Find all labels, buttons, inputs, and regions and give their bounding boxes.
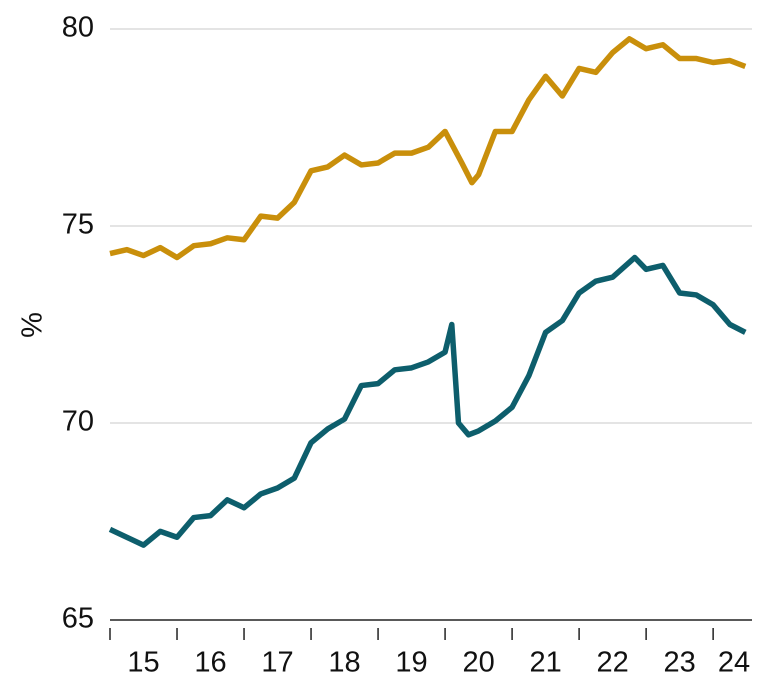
y-tick-label: 75 [62, 209, 94, 241]
x-tick-label: 19 [395, 647, 427, 678]
x-tick-label: 16 [194, 647, 226, 678]
x-tick-label: 24 [718, 647, 750, 678]
x-tick-label: 17 [261, 647, 293, 678]
x-tick-label: 15 [127, 647, 159, 678]
y-tick-label: 65 [62, 603, 94, 635]
x-tick-label: 23 [663, 647, 695, 678]
series-line [108, 254, 747, 548]
x-tick-label: 20 [462, 647, 494, 678]
y-tick-label: 80 [62, 12, 94, 44]
series-line [109, 36, 747, 261]
x-tick-label: 21 [529, 647, 561, 678]
y-tick-label: 70 [62, 406, 94, 438]
x-tick-label: 18 [328, 647, 360, 678]
x-tick-label: 22 [596, 647, 628, 678]
y-axis-label: % [17, 312, 49, 338]
